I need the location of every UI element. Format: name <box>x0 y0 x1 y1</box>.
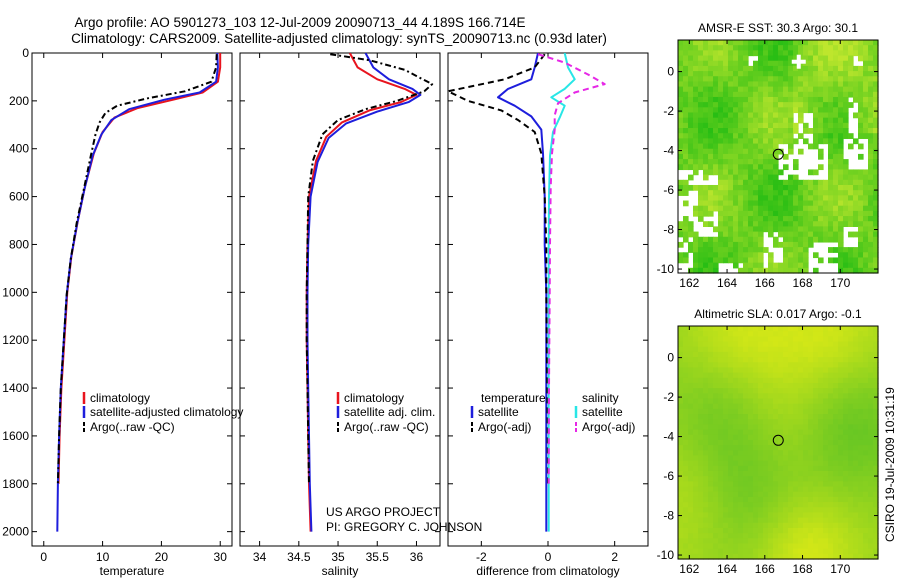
y-tick-label: 400 <box>9 142 29 156</box>
series-line-temperature-satellite <box>497 53 548 532</box>
map-heatmap-cells <box>678 326 879 560</box>
series-line-satellite-adj-clim- <box>306 53 422 532</box>
y-tick-label: 2000 <box>2 525 29 539</box>
y-tick-label: 800 <box>9 237 29 251</box>
map-y-tick-label: -8 <box>663 509 674 523</box>
y-tick-label: 1600 <box>2 429 29 443</box>
x-tick-label: 34.5 <box>287 550 311 564</box>
x-tick-label: 0 <box>545 550 552 564</box>
y-tick-label: 600 <box>9 190 29 204</box>
map-y-tick-label: -6 <box>663 183 674 197</box>
title-line-1: Argo profile: AO 5901273_103 12-Jul-2009… <box>74 15 525 30</box>
legend-satellite-adj: satellite adj. clim. <box>344 405 435 419</box>
map-y-tick-label: -8 <box>663 223 674 237</box>
map-y-tick-label: 0 <box>667 351 674 365</box>
credit-project: US ARGO PROJECT <box>326 505 441 519</box>
x-axis-label: temperature <box>100 564 165 578</box>
y-tick-label: 1400 <box>2 381 29 395</box>
map-y-tick-label: 0 <box>667 65 674 79</box>
argo-position-marker <box>772 434 784 446</box>
credit-pi: PI: GREGORY C. JOHNSON <box>326 520 482 534</box>
salinity-panel: 34 34.5 35 35.5 36 salinity climatologysatelli… <box>239 52 441 578</box>
map-y-tick-label: -4 <box>663 430 674 444</box>
series-line-climatology <box>305 53 418 532</box>
series-line-argo-raw-qc- <box>305 53 434 484</box>
temperature-panel: 0 10 20 30 temperature 0 200 400 600 800 1000 1200 1… <box>2 46 243 578</box>
map-y-tick-label: -2 <box>663 390 674 404</box>
argo-position-marker <box>772 148 784 160</box>
x-axis-label: difference from climatology <box>476 564 619 578</box>
map-y-tick-label: -2 <box>663 104 674 118</box>
series-line-argo-raw-qc- <box>56 54 218 484</box>
series-group <box>56 53 222 532</box>
y-tick-label: 1200 <box>2 333 29 347</box>
title-line-2: Climatology: CARS2009. Satellite-adjuste… <box>71 31 607 46</box>
map-x-tick-label: 164 <box>717 562 737 576</box>
series-group <box>305 53 434 532</box>
series-line-satellite-adjusted-climatology <box>56 53 219 532</box>
x-tick-label: 36 <box>410 550 424 564</box>
legend-climatology: climatology <box>90 391 150 405</box>
map-y-tick-label: -10 <box>657 262 675 276</box>
map-x-tick-label: 166 <box>755 276 775 290</box>
x-tick-label: 35 <box>331 550 345 564</box>
map-y-tick-label: -6 <box>663 469 674 483</box>
legend-salinity-header: salinity <box>582 391 619 405</box>
map-title: AMSR-E SST: 30.3 Argo: 30.1 <box>698 21 858 35</box>
legend-argo-raw: Argo(..raw -QC) <box>90 420 175 434</box>
map-x-tick-label: 170 <box>830 562 850 576</box>
x-axis-label: salinity <box>322 564 359 578</box>
map-x-tick-label: 168 <box>793 562 813 576</box>
map-frame <box>677 39 879 274</box>
map-title: Altimetric SLA: 0.017 Argo: -0.1 <box>694 307 862 321</box>
legend-sal-satellite: satellite <box>582 405 623 419</box>
legend-climatology: climatology <box>344 391 404 405</box>
timestamp: CSIRO 19-Jul-2009 10:31:19 <box>883 387 897 542</box>
legend-argo-raw: Argo(..raw -QC) <box>344 420 429 434</box>
legend-satellite-adjusted: satellite-adjusted climatology <box>90 405 243 419</box>
y-tick-label: 1000 <box>2 285 29 299</box>
x-tick-label: -2 <box>476 550 487 564</box>
y-tick-label: 1800 <box>2 477 29 491</box>
map-y-tick-label: -10 <box>657 548 675 562</box>
map-frame <box>677 325 879 560</box>
x-tick-label: 10 <box>96 550 110 564</box>
series-line-temperature-argo-adj- <box>448 53 549 484</box>
x-tick-label: 0 <box>40 550 47 564</box>
y-tick-label: 0 <box>22 46 29 60</box>
plot-frame <box>31 52 233 547</box>
series-line-salinity-satellite <box>547 53 576 532</box>
legend-temperature-header: temperature <box>481 391 546 405</box>
x-tick-label: 30 <box>214 550 228 564</box>
map-heatmap-cells <box>678 40 879 274</box>
legend-temp-argo: Argo(-adj) <box>478 420 531 434</box>
series-group <box>448 53 606 532</box>
x-tick-label: 34 <box>253 550 267 564</box>
map-x-tick-label: 164 <box>717 276 737 290</box>
legend-sal-argo: Argo(-adj) <box>582 420 635 434</box>
x-tick-label: 20 <box>155 550 169 564</box>
sst-map-panel: AMSR-E SST: 30.3 Argo: 30.1 162 164 166 168 1… <box>657 21 879 290</box>
sla-map-panel: Altimetric SLA: 0.017 Argo: -0.1 162 164 16… <box>657 307 879 576</box>
x-tick-label: 35.5 <box>366 550 390 564</box>
y-tick-label: 200 <box>9 94 29 108</box>
land-mask <box>796 54 801 69</box>
series-line-salinity-argo-adj- <box>537 53 606 484</box>
map-x-tick-label: 166 <box>755 562 775 576</box>
map-x-tick-label: 170 <box>830 276 850 290</box>
map-x-tick-label: 168 <box>793 276 813 290</box>
x-tick-label: 2 <box>611 550 618 564</box>
legend-temp-satellite: satellite <box>478 405 519 419</box>
plot-frame <box>239 52 441 547</box>
map-x-tick-label: 162 <box>679 276 699 290</box>
map-y-tick-label: -4 <box>663 144 674 158</box>
map-x-tick-label: 162 <box>679 562 699 576</box>
